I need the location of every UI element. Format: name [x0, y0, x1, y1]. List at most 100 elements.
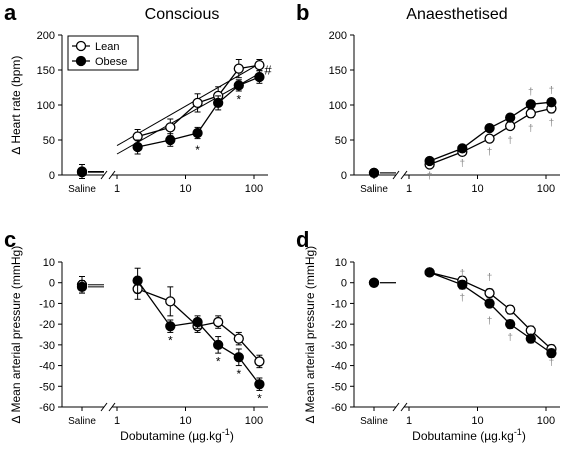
- legend-label-obese: Obese: [95, 56, 127, 68]
- data-point-obese: [484, 122, 495, 134]
- x-tick-label: 1: [406, 415, 412, 427]
- x-tick-label: 100: [537, 415, 555, 427]
- x-tick-label: 1: [114, 183, 120, 195]
- y-tick-label: 0: [341, 278, 347, 290]
- y-tick-label: -20: [331, 319, 347, 331]
- x-tick-label-saline: Saline: [360, 416, 388, 427]
- y-tick-label: 100: [329, 100, 347, 112]
- x-tick-label-saline: Saline: [68, 184, 96, 195]
- significance-marker-dagger: †: [549, 357, 555, 368]
- panel-letter-c: c: [4, 227, 16, 252]
- data-point-lean: [192, 97, 203, 109]
- significance-marker-dagger: †: [460, 293, 466, 304]
- x-tick-label: 100: [537, 183, 555, 195]
- data-point-lean: [505, 304, 516, 315]
- legend-marker-obese: [75, 55, 87, 67]
- significance-marker-star: *: [216, 354, 221, 368]
- x-axis-title-main: Dobutamine (µg.kg: [412, 429, 514, 443]
- y-tick-label: 150: [37, 65, 55, 77]
- y-tick-label: 100: [37, 100, 55, 112]
- significance-marker-hash: #: [264, 63, 272, 78]
- significance-marker-dagger: †: [507, 135, 513, 146]
- significance-marker-dagger: †: [427, 171, 433, 182]
- y-tick-label: -10: [39, 298, 55, 310]
- significance-marker-star: *: [257, 392, 262, 406]
- x-tick-label: 100: [245, 183, 263, 195]
- panel-letter-b: b: [296, 0, 309, 25]
- significance-marker-star: *: [236, 92, 241, 106]
- data-point-obese: [457, 279, 468, 290]
- significance-marker-dagger: †: [487, 273, 493, 284]
- data-point-obese-saline: [368, 277, 380, 288]
- y-tick-label: 150: [329, 65, 347, 77]
- y-tick-label: -60: [331, 402, 347, 414]
- panel-d: d -60 -50 -40 -30 -20 -10 0 10 Saline 1 10 100 ∆ Mean…: [296, 227, 560, 443]
- x-tick-label: 10: [471, 183, 483, 195]
- axis-break-mark: [100, 170, 108, 180]
- y-tick-label: -50: [331, 381, 347, 393]
- y-tick-label: 200: [37, 30, 55, 42]
- data-point-lean: [505, 120, 516, 132]
- data-point-lean: [525, 108, 536, 119]
- significance-marker-dagger: †: [549, 118, 555, 129]
- axis-break-mark: [108, 170, 116, 180]
- y-tick-label: -60: [39, 402, 55, 414]
- significance-marker-dagger: †: [487, 316, 493, 327]
- axis-break-mark: [100, 402, 108, 412]
- y-tick-label: 10: [335, 257, 347, 269]
- data-point-obese: [457, 143, 468, 154]
- data-point-obese: [165, 134, 176, 146]
- significance-marker-star: *: [168, 334, 173, 348]
- x-tick-label: 100: [245, 415, 263, 427]
- y-tick-label: 10: [43, 257, 55, 269]
- significance-marker-dagger: †: [549, 86, 555, 97]
- data-point-obese: [233, 80, 244, 91]
- x-tick-label: 1: [114, 415, 120, 427]
- y-axis-title: ∆ Heart rate (bpm): [9, 56, 23, 155]
- data-point-lean: [213, 316, 224, 328]
- x-axis-title-end: ): [230, 429, 234, 443]
- significance-marker-dagger: †: [460, 158, 466, 169]
- y-tick-label: -50: [39, 381, 55, 393]
- data-point-obese: [132, 141, 143, 153]
- data-point-lean: [484, 287, 495, 299]
- x-tick-label: 1: [406, 183, 412, 195]
- axis-break-mark: [108, 402, 116, 412]
- data-point-obese: [424, 155, 435, 167]
- fit-line-lean: [116, 63, 260, 147]
- panel-title: Anaesthetised: [406, 6, 507, 23]
- data-point-obese: [525, 333, 536, 344]
- panel-a: a Conscious 0 50 100 150 200 Saline 1 10 100 ∆ Hear…: [4, 0, 272, 195]
- data-point-obese: [192, 316, 203, 328]
- panel-c: c -60 -50 -40 -30 -20 -10 0 10 Saline 1 10 100 ∆ Mean…: [4, 227, 268, 443]
- legend-marker-lean: [75, 40, 87, 52]
- data-point-obese: [165, 321, 176, 332]
- data-point-obese: [484, 298, 495, 309]
- data-point-obese: [424, 267, 435, 278]
- y-tick-label: 200: [329, 30, 347, 42]
- y-tick-label: -10: [331, 298, 347, 310]
- significance-marker-dagger: †: [507, 333, 513, 344]
- y-tick-label: 50: [335, 135, 347, 147]
- x-tick-label: 10: [179, 183, 191, 195]
- data-point-lean: [165, 122, 176, 133]
- y-tick-label: 0: [49, 278, 55, 290]
- data-point-obese: [213, 339, 224, 351]
- significance-marker-dagger: †: [528, 123, 534, 134]
- x-axis-title: Dobutamine (µg.kg-1): [120, 427, 234, 443]
- y-tick-label: 50: [43, 135, 55, 147]
- data-point-obese: [213, 97, 224, 109]
- significance-marker-star: *: [236, 367, 241, 381]
- data-point-lean: [484, 133, 495, 144]
- y-tick-label: -20: [39, 319, 55, 331]
- data-point-obese: [525, 99, 536, 110]
- significance-marker-dagger: †: [460, 268, 466, 279]
- axis-break-mark: [392, 402, 400, 412]
- x-tick-label: 10: [471, 415, 483, 427]
- data-point-obese: [192, 127, 203, 139]
- data-point-obese-saline: [368, 167, 380, 179]
- x-axis-title-main: Dobutamine (µg.kg: [120, 429, 222, 443]
- y-tick-label: 0: [49, 170, 55, 182]
- x-axis-title-end: ): [522, 429, 526, 443]
